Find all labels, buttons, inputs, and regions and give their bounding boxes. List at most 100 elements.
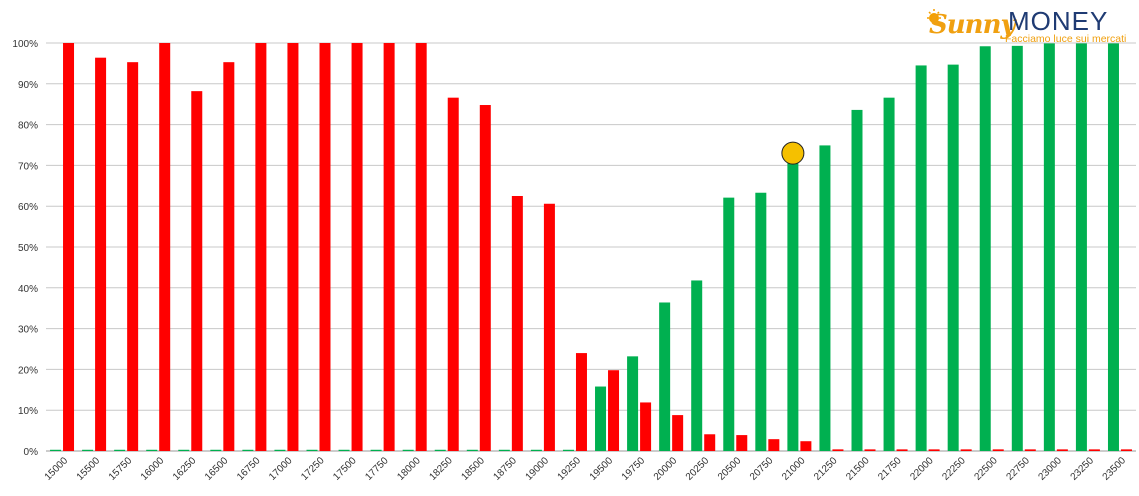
red-bar bbox=[319, 43, 331, 451]
green-bar bbox=[979, 46, 991, 451]
green-bar bbox=[659, 302, 671, 451]
green-bar bbox=[595, 386, 607, 451]
green-bar bbox=[1011, 45, 1023, 452]
red-bar bbox=[1024, 449, 1036, 451]
x-tick-label: 18000 bbox=[395, 455, 423, 483]
x-tick-label: 20500 bbox=[716, 455, 744, 483]
x-tick-label: 20000 bbox=[652, 455, 680, 483]
green-bar bbox=[819, 145, 831, 451]
green-bar bbox=[82, 449, 94, 451]
red-bar bbox=[415, 43, 427, 451]
green-bar bbox=[466, 449, 478, 451]
sunny-money-logo: Sunny MONEY Facciamo luce sui mercati bbox=[925, 4, 1127, 48]
green-bar bbox=[274, 449, 286, 451]
y-tick-label: 50% bbox=[18, 243, 38, 254]
x-tick-label: 18750 bbox=[492, 455, 520, 483]
green-bar bbox=[1075, 43, 1087, 452]
green-bar bbox=[691, 280, 703, 451]
y-tick-label: 80% bbox=[18, 121, 38, 132]
green-bar bbox=[434, 449, 446, 451]
red-bar bbox=[191, 91, 203, 452]
green-bar bbox=[50, 449, 62, 451]
x-tick-label: 21750 bbox=[876, 455, 904, 483]
red-bar bbox=[1120, 449, 1132, 451]
red-bar bbox=[351, 43, 363, 451]
x-tick-label: 17250 bbox=[299, 455, 327, 483]
x-tick-label: 19000 bbox=[524, 455, 552, 483]
x-tick-label: 15500 bbox=[75, 455, 103, 483]
green-bar bbox=[178, 449, 190, 451]
green-bar bbox=[787, 154, 799, 451]
x-tick-label: 21500 bbox=[844, 455, 872, 483]
x-tick-label: 20250 bbox=[684, 455, 712, 483]
x-tick-label: 17500 bbox=[331, 455, 359, 483]
x-axis-ticks: 15000 15500 15750 16000 16250 16500 16750 17000… bbox=[43, 455, 1129, 483]
red-bar bbox=[447, 97, 459, 451]
x-tick-label: 23000 bbox=[1037, 455, 1065, 483]
x-tick-label: 16750 bbox=[235, 455, 263, 483]
y-tick-label: 100% bbox=[12, 39, 38, 50]
gridlines bbox=[46, 42, 1136, 452]
bars bbox=[50, 43, 1132, 452]
red-bar bbox=[575, 353, 587, 451]
x-tick-label: 21250 bbox=[812, 455, 840, 483]
green-bar bbox=[627, 356, 639, 451]
x-tick-label: 17000 bbox=[267, 455, 295, 483]
x-tick-label: 17750 bbox=[363, 455, 391, 483]
red-bar bbox=[992, 449, 1004, 451]
red-bar bbox=[95, 57, 107, 452]
red-bar bbox=[287, 43, 299, 451]
red-bar bbox=[672, 415, 684, 451]
y-tick-label: 40% bbox=[18, 284, 38, 295]
green-bar bbox=[530, 449, 542, 451]
red-bar bbox=[543, 203, 555, 451]
red-bar bbox=[832, 449, 844, 451]
y-tick-label: 20% bbox=[18, 365, 38, 376]
green-bar bbox=[1107, 43, 1119, 452]
y-tick-label: 10% bbox=[18, 406, 38, 417]
green-bar bbox=[338, 449, 350, 451]
x-tick-label: 22000 bbox=[908, 455, 936, 483]
x-tick-label: 20750 bbox=[748, 455, 776, 483]
logo-brand-sunny: Sunny bbox=[929, 10, 1016, 40]
green-bar bbox=[1043, 43, 1055, 452]
red-bar bbox=[127, 62, 139, 452]
green-bar bbox=[883, 97, 895, 451]
green-bar bbox=[114, 449, 126, 451]
red-bar bbox=[896, 449, 908, 451]
green-bar bbox=[498, 449, 510, 451]
green-bar bbox=[851, 109, 863, 452]
red-bar bbox=[1088, 449, 1100, 451]
green-bar bbox=[210, 449, 222, 451]
red-bar bbox=[736, 435, 748, 451]
logo-brand-money: MONEY bbox=[1008, 6, 1109, 36]
red-bar bbox=[511, 196, 523, 451]
x-tick-label: 15750 bbox=[107, 455, 135, 483]
marker-layer bbox=[781, 141, 805, 165]
x-tick-label: 19500 bbox=[588, 455, 616, 483]
green-bar bbox=[562, 449, 574, 451]
red-bar bbox=[63, 43, 75, 451]
red-bar bbox=[1056, 449, 1068, 451]
y-tick-label: 90% bbox=[18, 80, 38, 91]
logo-tagline: Facciamo luce sui mercati bbox=[1005, 33, 1127, 45]
x-tick-label: 19250 bbox=[556, 455, 584, 483]
x-tick-label: 22750 bbox=[1004, 455, 1032, 483]
current-price-marker bbox=[781, 141, 805, 165]
x-tick-label: 23500 bbox=[1101, 455, 1129, 483]
red-bar bbox=[800, 441, 812, 451]
x-tick-label: 16500 bbox=[203, 455, 231, 483]
green-bar bbox=[146, 449, 158, 451]
y-tick-label: 70% bbox=[18, 161, 38, 172]
red-bar bbox=[960, 449, 972, 451]
green-bar bbox=[723, 197, 735, 451]
red-bar bbox=[704, 434, 716, 451]
green-bar bbox=[306, 449, 318, 451]
green-bar bbox=[915, 65, 927, 451]
green-bar bbox=[370, 449, 382, 451]
red-bar bbox=[223, 62, 235, 452]
red-bar bbox=[864, 449, 876, 451]
x-tick-label: 18250 bbox=[427, 455, 455, 483]
y-tick-label: 0% bbox=[24, 447, 39, 458]
